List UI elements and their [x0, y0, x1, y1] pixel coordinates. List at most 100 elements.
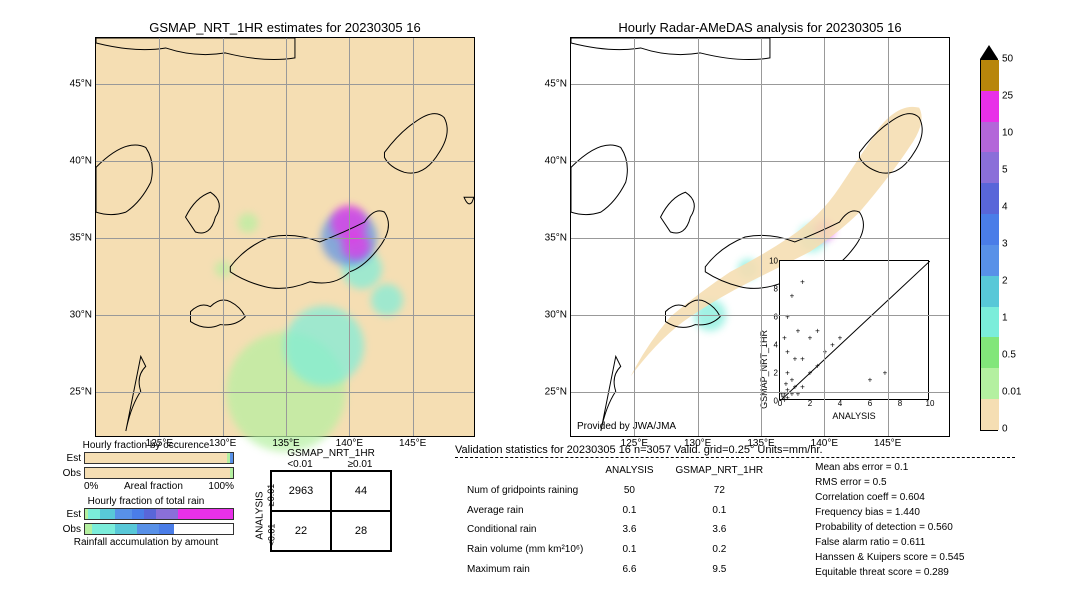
y-tick: 25°N: [545, 386, 571, 397]
colorbar-tick: 3: [998, 239, 1008, 250]
scatter-x-tick: 2: [808, 399, 812, 408]
fraction-bar-track: [84, 452, 234, 464]
scatter-inset: ++++++++++++++++++++++++++++++0246810024…: [779, 260, 929, 400]
scatter-x-tick: 4: [838, 399, 842, 408]
contingency-col-label: ≥0.01: [330, 459, 390, 470]
stats-table-cell: 0.1: [595, 541, 663, 559]
contingency-cell: 28: [331, 511, 391, 551]
colorbar-segment: [981, 337, 999, 368]
scatter-point: +: [790, 376, 795, 385]
radar-map-box: Provided by JWA/JMA ++++++++++++++++++++…: [570, 37, 950, 437]
scatter-point: +: [808, 369, 813, 378]
colorbar-tick: 0: [998, 424, 1008, 435]
rain-blob: [238, 213, 258, 233]
fraction-axis-label: 100%: [208, 481, 234, 492]
fraction-bar-segment: [100, 509, 115, 519]
fraction-bar-segment: [159, 524, 174, 534]
contingency-cell: 44: [331, 471, 391, 511]
scatter-y-tick: 10: [769, 257, 780, 266]
stats-table-header: ANALYSIS: [595, 462, 663, 480]
scatter-point: +: [785, 385, 790, 394]
y-tick: 30°N: [545, 309, 571, 320]
y-tick: 45°N: [545, 79, 571, 90]
radar-map-title: Hourly Radar-AMeDAS analysis for 2023030…: [570, 20, 950, 35]
colorbar-tick: 1: [998, 313, 1008, 324]
stats-table-cell: 3.6: [666, 521, 774, 539]
validation-stats: Validation statistics for 20230305 16 n=…: [455, 444, 1015, 580]
colorbar-segment: [981, 214, 999, 245]
scatter-point: +: [830, 341, 835, 350]
scatter-point: +: [800, 278, 805, 287]
y-tick: 30°N: [70, 309, 96, 320]
stats-table-header: [457, 462, 593, 480]
radar-map-panel: Hourly Radar-AMeDAS analysis for 2023030…: [570, 20, 950, 437]
scatter-point: +: [782, 334, 787, 343]
fraction-bar-segment: [137, 524, 159, 534]
colorbar-tick: 50: [998, 54, 1013, 65]
stats-table-cell: Average rain: [457, 501, 593, 519]
stats-table-cell: 50: [595, 482, 663, 500]
scatter-point: +: [793, 355, 798, 364]
scatter-y-tick: 0: [774, 397, 780, 406]
scatter-point: +: [868, 376, 873, 385]
scatter-point: +: [785, 313, 790, 322]
colorbar-segment: [981, 307, 999, 338]
fraction-bar-segment: [85, 468, 230, 478]
scatter-point: +: [790, 292, 795, 301]
stats-table-cell: 72: [666, 482, 774, 500]
contingency-header: GSMAP_NRT_1HR: [270, 448, 392, 459]
stats-score-item: Equitable threat score = 0.289: [815, 565, 964, 580]
stats-table-cell: Conditional rain: [457, 521, 593, 539]
stats-score-item: Mean abs error = 0.1: [815, 460, 964, 475]
colorbar-segment: [981, 122, 999, 153]
scatter-x-tick: 10: [926, 399, 935, 408]
stats-table-cell: 0.1: [666, 501, 774, 519]
fraction-bar-segment: [85, 453, 227, 463]
fraction-footer: Rainfall accumulation by amount: [58, 537, 234, 548]
scatter-y-tick: 6: [774, 313, 780, 322]
colorbar-tick: 5: [998, 165, 1008, 176]
fraction-bars-section: Hourly fraction by occurenceEstObs0%Area…: [58, 440, 234, 548]
colorbar-tick: 10: [998, 128, 1013, 139]
contingency-row-label: ≥0.01: [266, 484, 276, 506]
rain-blob: [738, 259, 758, 279]
colorbar-tick: 0.01: [998, 387, 1021, 398]
fraction-axis-label: 0%: [84, 481, 98, 492]
scatter-point: +: [883, 369, 888, 378]
colorbar-tick: 2: [998, 276, 1008, 287]
fraction-bar-track: [84, 467, 234, 479]
fraction-bar-title: Hourly fraction of total rain: [58, 496, 234, 507]
fraction-bar-label: Est: [58, 509, 84, 520]
rain-blob: [284, 306, 364, 386]
gsmap-map-box: 125°E130°E135°E140°E145°E25°N30°N35°N40°…: [95, 37, 475, 437]
x-tick: 145°E: [399, 436, 426, 449]
fraction-bar-segment: [174, 524, 233, 534]
colorbar-segment: [981, 276, 999, 307]
scatter-y-tick: 2: [774, 369, 780, 378]
colorbar-segment: [981, 91, 999, 122]
stats-table-cell: Rain volume (mm km²10⁶): [457, 541, 593, 559]
stats-table-cell: 0.2: [666, 541, 774, 559]
stats-table-cell: 6.6: [595, 560, 663, 578]
colorbar-segment: [981, 245, 999, 276]
colorbar-tick: 4: [998, 202, 1008, 213]
fraction-bar-segment: [132, 509, 144, 519]
y-tick: 25°N: [70, 386, 96, 397]
stats-score-item: Hanssen & Kuipers score = 0.545: [815, 550, 964, 565]
fraction-bar-segment: [115, 524, 137, 534]
colorbar-segment: [981, 183, 999, 214]
scatter-point: +: [800, 383, 805, 392]
stats-score-item: Frequency bias = 1.440: [815, 505, 964, 520]
scatter-point: +: [785, 348, 790, 357]
stats-table-cell: Num of gridpoints raining: [457, 482, 593, 500]
gsmap-map-panel: GSMAP_NRT_1HR estimates for 20230305 16 …: [95, 20, 475, 437]
colorbar: 502510543210.50.010: [980, 45, 998, 431]
contingency-cell: 22: [271, 511, 331, 551]
fraction-bar-segment: [156, 509, 178, 519]
validation-title: Validation statistics for 20230305 16 n=…: [455, 444, 1015, 456]
colorbar-segment: [981, 399, 999, 430]
scatter-point: +: [838, 334, 843, 343]
colorbar-tick: 25: [998, 91, 1013, 102]
fraction-bar-label: Obs: [58, 524, 84, 535]
stats-table-cell: 9.5: [666, 560, 774, 578]
